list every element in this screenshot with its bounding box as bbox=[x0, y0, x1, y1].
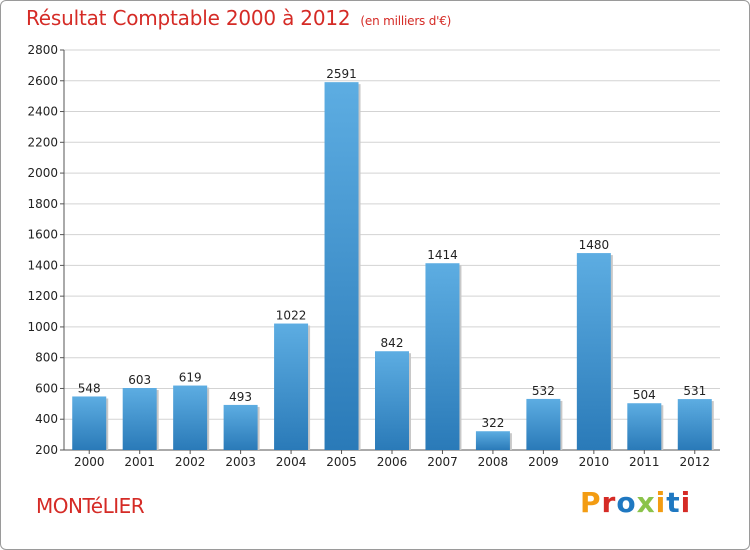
x-tick-label: 2003 bbox=[225, 455, 256, 469]
y-tick-label: 2800 bbox=[27, 43, 58, 57]
bar-value-label: 531 bbox=[683, 384, 706, 398]
y-tick-label: 2000 bbox=[27, 166, 58, 180]
chart-subtitle: (en milliers d'€) bbox=[360, 14, 452, 28]
bars bbox=[72, 82, 714, 451]
proxiti-logo: Proxiti bbox=[580, 486, 691, 519]
bar-value-label: 504 bbox=[633, 388, 656, 402]
bar bbox=[122, 388, 157, 450]
labels: 200 400 600 800 1000 1200 1400 1600 1800 2000 2200… bbox=[27, 43, 710, 469]
bar bbox=[526, 398, 561, 450]
bar-value-label: 322 bbox=[481, 416, 504, 430]
bar bbox=[274, 323, 309, 450]
bar-value-label: 603 bbox=[128, 373, 151, 387]
bar bbox=[576, 253, 611, 450]
bar-value-label: 548 bbox=[78, 381, 101, 395]
y-tick-label: 1200 bbox=[27, 289, 58, 303]
bar bbox=[475, 431, 510, 450]
bar-value-label: 532 bbox=[532, 384, 555, 398]
x-tick-label: 2006 bbox=[377, 455, 408, 469]
y-tick-label: 1400 bbox=[27, 258, 58, 272]
logo-letter: o bbox=[616, 486, 637, 519]
y-tick-label: 2400 bbox=[27, 105, 58, 119]
bar-value-label: 1022 bbox=[276, 309, 307, 323]
bar-value-label: 619 bbox=[179, 371, 202, 385]
chart-title-text: Résultat Comptable 2000 à 2012 bbox=[26, 6, 351, 30]
y-tick-label: 400 bbox=[35, 412, 58, 426]
logo-letter: P bbox=[580, 486, 602, 519]
logo-letter: r bbox=[601, 486, 617, 519]
x-tick-label: 2001 bbox=[124, 455, 155, 469]
logo-letter: t bbox=[666, 486, 681, 519]
bar bbox=[324, 82, 359, 451]
logo-letter: i bbox=[655, 486, 667, 519]
y-tick-label: 1600 bbox=[27, 228, 58, 242]
x-tick-label: 2012 bbox=[679, 455, 710, 469]
y-tick-label: 1800 bbox=[27, 197, 58, 211]
x-tick-label: 2011 bbox=[629, 455, 660, 469]
bar-value-label: 1414 bbox=[427, 248, 458, 262]
logo-letter: i bbox=[680, 486, 692, 519]
y-tick-label: 600 bbox=[35, 381, 58, 395]
x-tick-label: 2005 bbox=[326, 455, 357, 469]
x-tick-label: 2007 bbox=[427, 455, 458, 469]
bar-value-label: 493 bbox=[229, 390, 252, 404]
y-tick-label: 2200 bbox=[27, 135, 58, 149]
logo-letter: x bbox=[636, 486, 656, 519]
bar bbox=[173, 385, 208, 450]
bar bbox=[72, 396, 107, 450]
bar bbox=[627, 403, 662, 450]
chart-title: Résultat Comptable 2000 à 2012 (en millie… bbox=[26, 6, 451, 30]
bar bbox=[425, 263, 460, 450]
y-tick-label: 1000 bbox=[27, 320, 58, 334]
bar-value-label: 1480 bbox=[579, 238, 610, 252]
x-tick-label: 2008 bbox=[478, 455, 509, 469]
bar bbox=[375, 351, 409, 450]
city-name: MONTéLIER bbox=[36, 494, 145, 518]
y-tick-label: 800 bbox=[35, 351, 58, 365]
x-tick-label: 2004 bbox=[276, 455, 307, 469]
bar-value-label: 2591 bbox=[326, 67, 357, 81]
x-tick-label: 2000 bbox=[74, 455, 105, 469]
x-tick-label: 2010 bbox=[579, 455, 610, 469]
bar bbox=[677, 399, 712, 450]
x-tick-label: 2009 bbox=[528, 455, 559, 469]
y-tick-label: 2600 bbox=[27, 74, 58, 88]
bar bbox=[223, 404, 258, 450]
y-tick-label: 200 bbox=[35, 443, 58, 457]
x-tick-label: 2002 bbox=[175, 455, 206, 469]
bar-value-label: 842 bbox=[381, 336, 404, 350]
